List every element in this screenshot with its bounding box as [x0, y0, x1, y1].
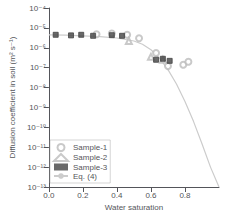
svg-text:10⁻⁶: 10⁻⁶ — [29, 43, 45, 52]
svg-text:0.0: 0.0 — [43, 191, 55, 200]
svg-text:10⁻¹²: 10⁻¹² — [27, 163, 46, 172]
svg-text:0.8: 0.8 — [179, 191, 191, 200]
svg-text:10⁻¹¹: 10⁻¹¹ — [27, 143, 46, 152]
svg-text:Sample-3: Sample-3 — [73, 163, 108, 172]
svg-text:10⁻⁹: 10⁻⁹ — [29, 103, 46, 112]
svg-text:10⁻¹³: 10⁻¹³ — [27, 182, 46, 192]
svg-text:Eq. (4): Eq. (4) — [73, 172, 97, 181]
svg-text:0.4: 0.4 — [111, 191, 123, 200]
svg-text:Sample-2: Sample-2 — [73, 153, 108, 162]
svg-text:10⁻⁸: 10⁻⁸ — [29, 83, 46, 92]
svg-text:10⁻¹⁰: 10⁻¹⁰ — [27, 123, 46, 132]
svg-text:0.6: 0.6 — [145, 191, 157, 200]
svg-text:0.2: 0.2 — [77, 191, 89, 200]
svg-text:10⁻⁵: 10⁻⁵ — [29, 23, 45, 32]
svg-text:Diffusion coefficient in soil: Diffusion coefficient in soil (m² s⁻¹) — [8, 36, 17, 158]
svg-text:10⁻⁴: 10⁻⁴ — [29, 4, 46, 13]
svg-text:Sample-1: Sample-1 — [73, 143, 108, 152]
svg-text:Water saturation: Water saturation — [105, 203, 163, 212]
svg-text:10⁻⁷: 10⁻⁷ — [30, 63, 46, 72]
